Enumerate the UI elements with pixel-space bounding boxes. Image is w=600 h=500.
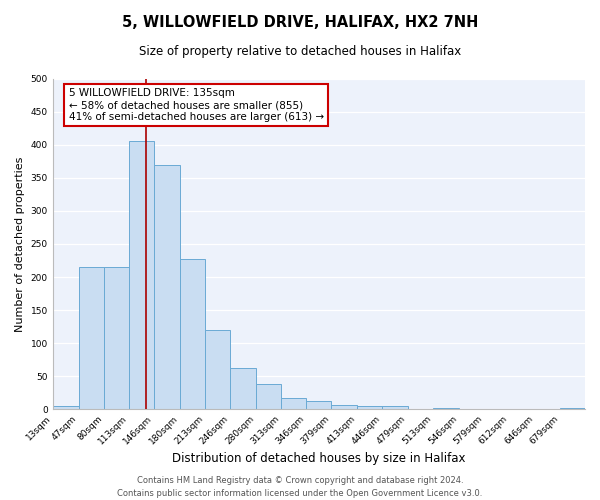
- Bar: [180, 258, 205, 410]
- Bar: [129, 142, 154, 410]
- Bar: [331, 405, 357, 409]
- Text: Contains HM Land Registry data © Crown copyright and database right 2024.
Contai: Contains HM Land Registry data © Crown c…: [118, 476, 482, 498]
- Text: 5, WILLOWFIELD DRIVE, HALIFAX, HX2 7NH: 5, WILLOWFIELD DRIVE, HALIFAX, HX2 7NH: [122, 15, 478, 30]
- X-axis label: Distribution of detached houses by size in Halifax: Distribution of detached houses by size …: [172, 452, 466, 465]
- Y-axis label: Number of detached properties: Number of detached properties: [15, 156, 25, 332]
- Bar: [79, 267, 104, 410]
- Bar: [433, 408, 458, 410]
- Bar: [205, 330, 230, 409]
- Text: Size of property relative to detached houses in Halifax: Size of property relative to detached ho…: [139, 45, 461, 58]
- Bar: [357, 406, 382, 409]
- Bar: [281, 398, 306, 409]
- Bar: [53, 406, 79, 409]
- Bar: [230, 368, 256, 410]
- Bar: [560, 408, 585, 410]
- Bar: [306, 401, 331, 409]
- Text: 5 WILLOWFIELD DRIVE: 135sqm
← 58% of detached houses are smaller (855)
41% of se: 5 WILLOWFIELD DRIVE: 135sqm ← 58% of det…: [68, 88, 324, 122]
- Bar: [256, 384, 281, 409]
- Bar: [104, 267, 129, 410]
- Bar: [154, 164, 180, 410]
- Bar: [382, 406, 407, 409]
